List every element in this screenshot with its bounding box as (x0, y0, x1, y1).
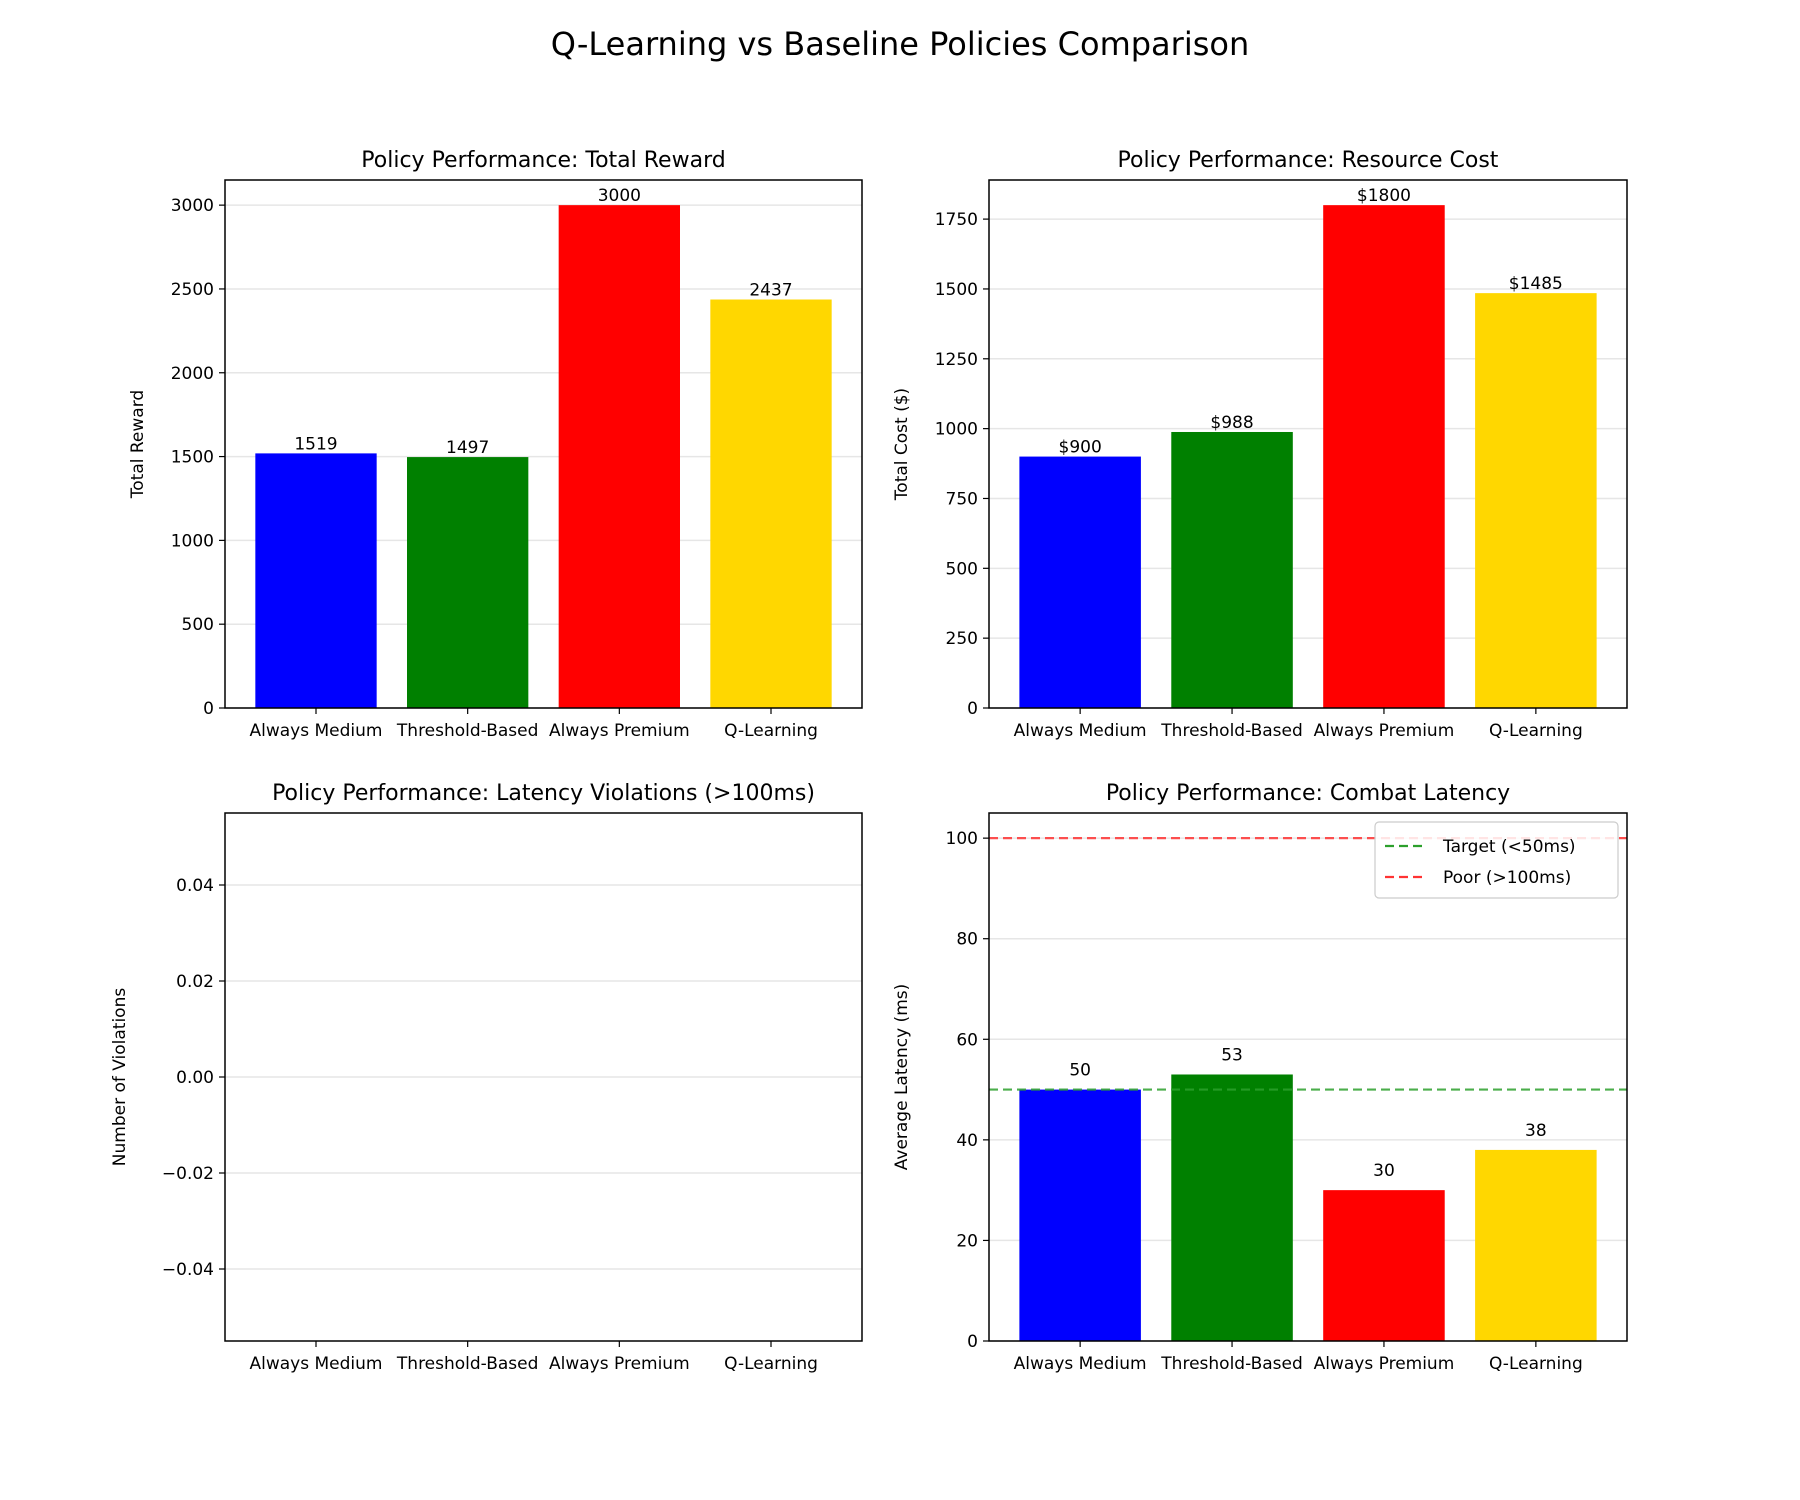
y-tick-label: 1000 (935, 420, 978, 440)
y-axis-title: Number of Violations (110, 988, 130, 1167)
chart-panel-2: $900 $988 $1800 $1485 0 250 500 750 1000 1250 1500… (892, 148, 1628, 741)
axes-frame (988, 179, 1628, 709)
y-tick-label: 0.04 (176, 876, 214, 896)
bar-always-premium (1323, 205, 1445, 708)
x-tick-label: Always Premium (549, 721, 690, 741)
y-tick-label: 750 (946, 489, 978, 509)
bar-value-label: 1519 (294, 434, 337, 454)
x-tick-label: Threshold-Based (396, 721, 539, 741)
y-axis-title: Total Reward (128, 390, 148, 499)
y-axis-title: Average Latency (ms) (892, 984, 912, 1171)
x-tick-label: Always Medium (1014, 721, 1147, 741)
y-tick-label: 40 (956, 1131, 978, 1151)
y-tick-label: 250 (946, 629, 978, 649)
bar-threshold-based (1171, 431, 1293, 708)
x-tick-label: Always Premium (1314, 1354, 1455, 1374)
y-tick-label: 1250 (935, 350, 978, 370)
x-tick-label: Always Premium (549, 1354, 690, 1374)
bar-threshold-based (407, 457, 529, 708)
y-tick-label: −0.04 (162, 1260, 214, 1280)
y-axis-title: Total Cost ($) (892, 388, 912, 501)
x-tick-label: Q-Learning (1489, 721, 1583, 741)
chart-panel-3: −0.04 −0.02 0.00 0.02 0.04 Always Medium Thres… (110, 781, 863, 1374)
chart-panel-4: 50 53 30 38 0 20 40 60 80 100 Always Medium Thresho… (892, 781, 1628, 1374)
bar-always-medium (255, 453, 377, 708)
panel-title: Policy Performance: Combat Latency (1106, 781, 1510, 806)
bar-always-medium (1019, 1089, 1141, 1341)
x-tick-label: Always Medium (1014, 1354, 1147, 1374)
x-tick-label: Threshold-Based (1160, 721, 1303, 741)
bar-value-label: 3000 (598, 186, 641, 206)
bar-value-label: 50 (1069, 1061, 1091, 1081)
y-tick-label: 100 (946, 829, 978, 849)
legend-box (1374, 821, 1619, 899)
bar-value-label: 30 (1373, 1161, 1395, 1181)
y-tick-label: 2000 (171, 364, 214, 384)
bar-value-label: 53 (1221, 1045, 1243, 1065)
panel-title: Policy Performance: Latency Violations (… (272, 781, 815, 806)
panel-title: Policy Performance: Resource Cost (1118, 148, 1499, 173)
bar-always-premium (1323, 1190, 1445, 1341)
y-tick-label: 0 (203, 699, 214, 719)
bar-value-label: $1800 (1357, 186, 1411, 206)
legend-label: Poor (>100ms) (1443, 868, 1571, 888)
y-tick-label: 80 (956, 930, 978, 950)
y-tick-label: 0.00 (176, 1068, 214, 1088)
bar-always-premium (558, 205, 680, 708)
y-tick-label: 2500 (171, 280, 214, 300)
bar-always-medium (1019, 456, 1141, 708)
legend-label: Target (<50ms) (1442, 837, 1576, 857)
y-tick-label: 500 (946, 559, 978, 579)
y-tick-label: 1500 (935, 280, 978, 300)
x-tick-label: Always Medium (250, 721, 383, 741)
bar-value-label: $900 (1059, 438, 1102, 458)
y-tick-label: 0 (967, 699, 978, 719)
y-tick-label: 60 (956, 1030, 978, 1050)
x-tick-label: Always Medium (250, 1354, 383, 1374)
legend: Target (<50ms) Poor (>100ms) (1374, 821, 1619, 899)
bar-threshold-based (1171, 1074, 1293, 1341)
y-tick-label: 20 (956, 1231, 978, 1251)
x-tick-label: Q-Learning (724, 721, 818, 741)
bar-value-label: 1497 (446, 438, 489, 458)
y-tick-label: 500 (182, 615, 214, 635)
bar-value-label: 2437 (749, 281, 792, 301)
x-tick-label: Threshold-Based (1160, 1354, 1303, 1374)
bar-value-label: $988 (1210, 413, 1253, 433)
y-tick-label: 3000 (171, 196, 214, 216)
bar-q-learning (710, 299, 832, 708)
y-tick-label: 0 (967, 1332, 978, 1352)
y-tick-label: 1000 (171, 531, 214, 551)
x-tick-label: Threshold-Based (396, 1354, 539, 1374)
panels: 1519 149730002437050010001500200025003000… (110, 148, 1628, 1374)
chart-panel-1: 1519 1497 3000 2437 0 500 1000 1500 2000 2500 3000… (128, 148, 863, 741)
y-tick-label: 0.02 (176, 972, 214, 992)
bar-q-learning (1475, 1149, 1597, 1341)
axes-frame (224, 179, 863, 709)
x-tick-label: Always Premium (1314, 721, 1455, 741)
bar-q-learning (1475, 293, 1597, 708)
figure-suptitle: Q-Learning vs Baseline Policies Comparis… (551, 25, 1249, 63)
bar-value-label: 38 (1525, 1121, 1547, 1141)
x-tick-label: Q-Learning (724, 1354, 818, 1374)
y-tick-label: 1750 (935, 210, 978, 230)
panel-title: Policy Performance: Total Reward (361, 148, 725, 173)
y-tick-label: 1500 (171, 448, 214, 468)
x-tick-label: Q-Learning (1489, 1354, 1583, 1374)
y-tick-label: −0.02 (162, 1164, 214, 1184)
axes-frame (988, 812, 1628, 1342)
bar-value-label: $1485 (1509, 274, 1563, 294)
